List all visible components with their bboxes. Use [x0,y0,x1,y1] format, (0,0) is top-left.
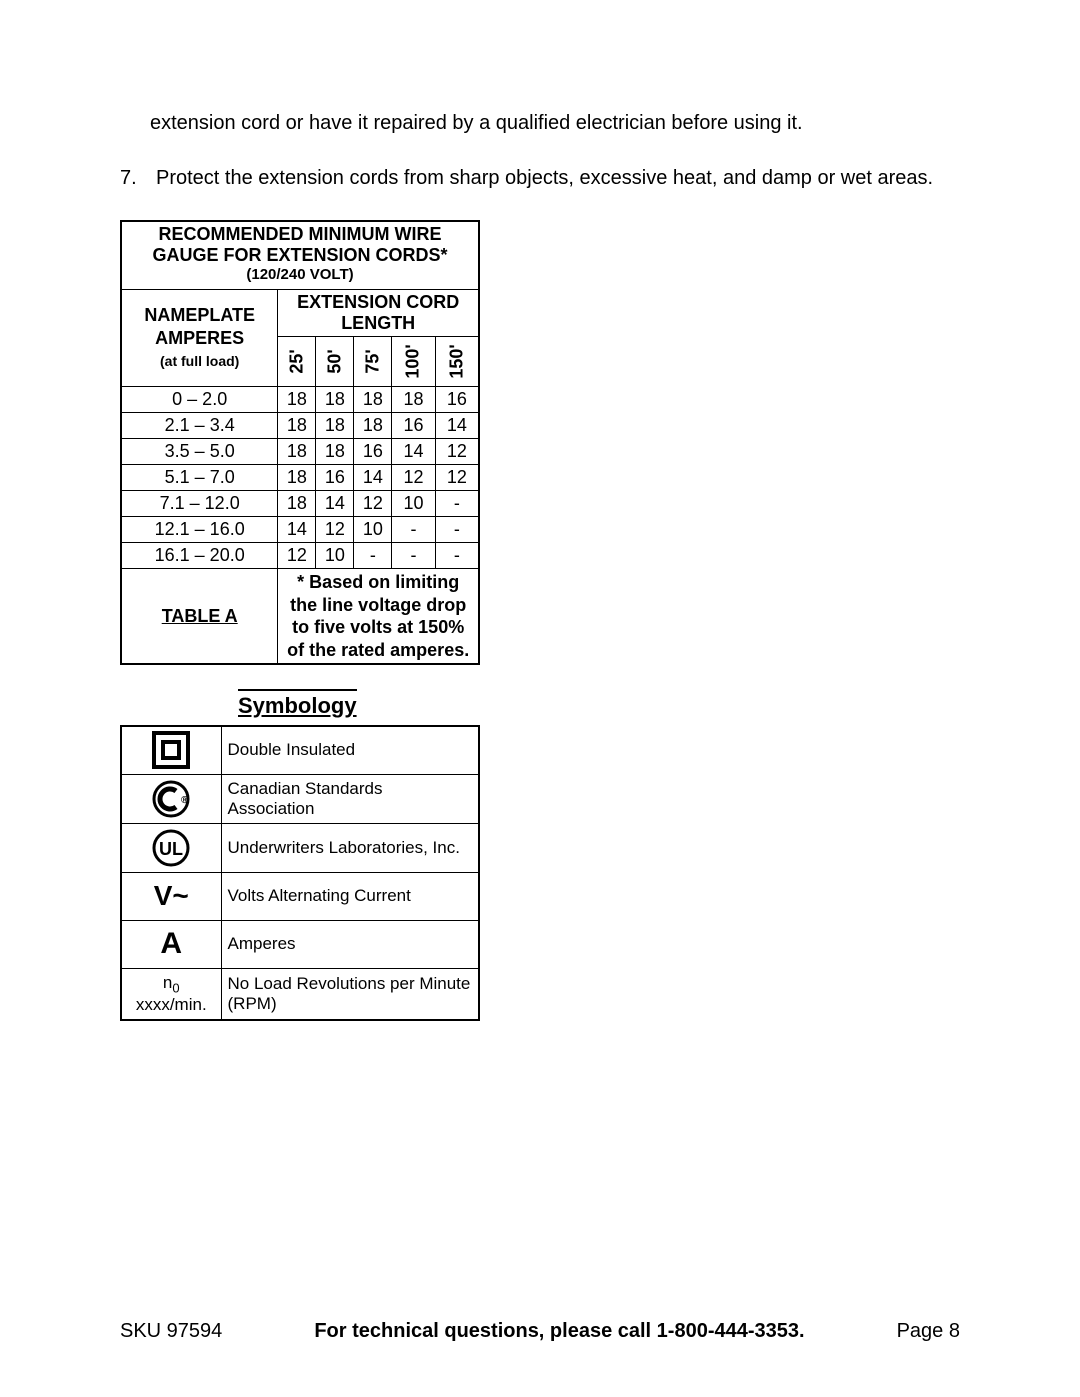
gauge-cell: - [354,543,392,569]
list-text: Protect the extension cords from sharp o… [156,165,960,192]
gauge-cell: - [435,517,479,543]
csa-icon: ® [121,774,221,823]
gauge-cell: 10 [392,491,435,517]
vac-icon: V~ [121,872,221,920]
length-150: 150' [446,344,467,378]
gauge-cell: 14 [435,413,479,439]
gauge-cell: - [435,543,479,569]
gauge-cell: 12 [435,439,479,465]
amp-range: 7.1 – 12.0 [121,491,278,517]
sym-label: Double Insulated [221,726,479,774]
length-25: 25' [286,349,307,373]
table-row: 2.1 – 3.41818181614 [121,413,479,439]
intro-paragraph: extension cord or have it repaired by a … [150,110,960,137]
list-number: 7. [120,165,156,192]
sym-label: No Load Revolutions per Minute (RPM) [221,968,479,1020]
sym-row-vac: V~ Volts Alternating Current [121,872,479,920]
gauge-cell: 18 [278,465,316,491]
gauge-cell: 18 [354,413,392,439]
sym-label: Canadian Standards Association [221,774,479,823]
gauge-cell: 16 [316,465,354,491]
symbology-table: Double Insulated ® Canadian Standards As… [120,725,480,1021]
gauge-cell: 12 [392,465,435,491]
gauge-cell: 18 [278,387,316,413]
gauge-cell: 10 [316,543,354,569]
sym-row-double-insulated: Double Insulated [121,726,479,774]
table-a-note: * Based on limiting the line voltage dro… [278,569,479,665]
footer-support: For technical questions, please call 1-8… [314,1320,804,1343]
gauge-cell: - [392,543,435,569]
gauge-cell: 14 [278,517,316,543]
gauge-cell: 18 [392,387,435,413]
sym-label: Volts Alternating Current [221,872,479,920]
gauge-cell: 16 [354,439,392,465]
wire-gauge-table: RECOMMENDED MINIMUM WIRE GAUGE FOR EXTEN… [120,220,480,665]
length-50: 50' [324,349,345,373]
gauge-cell: 10 [354,517,392,543]
table-row: 16.1 – 20.01210--- [121,543,479,569]
list-item-7: 7. Protect the extension cords from shar… [120,165,960,192]
wire-table-title: RECOMMENDED MINIMUM WIRE GAUGE FOR EXTEN… [126,224,474,266]
amp-range: 5.1 – 7.0 [121,465,278,491]
sym-row-csa: ® Canadian Standards Association [121,774,479,823]
gauge-cell: - [392,517,435,543]
gauge-cell: 12 [354,491,392,517]
gauge-cell: 16 [435,387,479,413]
page-footer: SKU 97594 For technical questions, pleas… [120,1320,960,1343]
gauge-cell: 18 [278,439,316,465]
sym-row-ul: UL Underwriters Laboratories, Inc. [121,823,479,872]
nameplate-header: NAMEPLATE AMPERES (at full load) [121,290,278,387]
gauge-cell: 16 [392,413,435,439]
extension-length-header: EXTENSION CORD LENGTH [278,290,479,337]
svg-text:®: ® [181,795,189,806]
gauge-cell: 14 [392,439,435,465]
amp-range: 0 – 2.0 [121,387,278,413]
sym-label: Underwriters Laboratories, Inc. [221,823,479,872]
symbology-heading: Symbology [238,689,357,719]
gauge-cell: 12 [435,465,479,491]
amp-range: 2.1 – 3.4 [121,413,278,439]
sym-row-rpm: n0 xxxx/min. No Load Revolutions per Min… [121,968,479,1020]
length-100: 100' [403,344,424,378]
table-row: 0 – 2.01818181816 [121,387,479,413]
amp-range: 12.1 – 16.0 [121,517,278,543]
table-row: 7.1 – 12.018141210- [121,491,479,517]
rpm-icon: n0 xxxx/min. [121,968,221,1020]
footer-page: Page 8 [897,1320,960,1343]
table-row: 12.1 – 16.0141210-- [121,517,479,543]
gauge-cell: 18 [278,491,316,517]
footer-sku: SKU 97594 [120,1320,222,1343]
gauge-cell: 18 [316,439,354,465]
amperes-icon: A [121,920,221,968]
gauge-cell: - [435,491,479,517]
gauge-cell: 12 [316,517,354,543]
amp-range: 3.5 – 5.0 [121,439,278,465]
gauge-cell: 18 [354,387,392,413]
double-insulated-icon [121,726,221,774]
sym-row-amperes: A Amperes [121,920,479,968]
gauge-cell: 14 [354,465,392,491]
ul-icon: UL [121,823,221,872]
amp-range: 16.1 – 20.0 [121,543,278,569]
table-row: 3.5 – 5.01818161412 [121,439,479,465]
wire-table-subtitle: (120/240 VOLT) [126,266,474,287]
length-75: 75' [362,349,383,373]
gauge-cell: 18 [278,413,316,439]
gauge-cell: 14 [316,491,354,517]
gauge-cell: 18 [316,387,354,413]
table-a-label: TABLE A [121,569,278,665]
svg-text:UL: UL [159,839,183,859]
gauge-cell: 12 [278,543,316,569]
table-row: 5.1 – 7.01816141212 [121,465,479,491]
sym-label: Amperes [221,920,479,968]
gauge-cell: 18 [316,413,354,439]
